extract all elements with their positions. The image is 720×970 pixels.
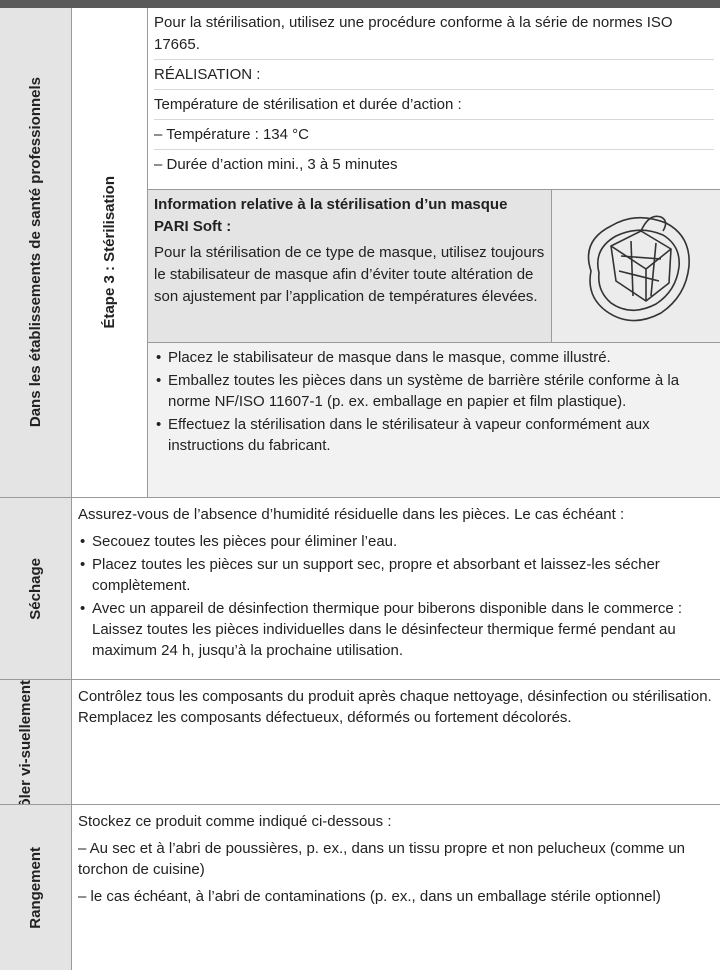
note-text: Pour la stérilisation de ce type de masq…: [154, 244, 545, 305]
bullet: Placez toutes les pièces sur un support …: [78, 554, 714, 596]
paragraph: Stockez ce produit comme indiqué ci-dess…: [78, 813, 392, 830]
paragraph: Contrôlez tous les composants du produit…: [78, 688, 712, 726]
section-content: Contrôlez tous les composants du produit…: [72, 680, 720, 804]
section: Dans les établissements de santé profess…: [0, 8, 720, 498]
section-label: Contrôler vi-suellement: [16, 680, 34, 805]
top-bar: [0, 0, 720, 8]
bullet: Placez le stabilisateur de masque dans l…: [154, 347, 714, 368]
paragraph: – Durée d’action mini., 3 à 5 minutes: [154, 156, 398, 173]
paragraph: Assurez-vous de l’absence d’humidité rés…: [78, 506, 625, 523]
bullet: Secouez toutes les pièces pour éliminer …: [78, 531, 714, 552]
section-label-cell: Rangement: [0, 805, 72, 970]
section-label-cell: Contrôler vi-suellement: [0, 680, 72, 805]
note-image-cell: [552, 190, 720, 342]
section: Séchage Assurez-vous de l’absence d’humi…: [0, 498, 720, 680]
note-text-cell: Information relative à la stérilisation …: [148, 190, 552, 342]
step-label: Étape 3 : Stérilisation: [101, 176, 118, 329]
section-label-cell: Séchage: [0, 498, 72, 679]
paragraph: – Température : 134 °C: [154, 124, 714, 150]
bullet: Avec un appareil de désinfection thermiq…: [78, 598, 714, 661]
section-content: Pour la stérilisation, utilisez une proc…: [148, 8, 720, 497]
note: Information relative à la stérilisation …: [148, 190, 720, 343]
bullet: Effectuez la stérilisation dans le stéri…: [154, 414, 714, 456]
bullet: Emballez toutes les pièces dans un systè…: [154, 370, 714, 412]
section: Contrôler vi-suellement Contrôlez tous l…: [0, 680, 720, 805]
paragraph: – le cas échéant, à l’abri de contaminat…: [78, 888, 661, 905]
section-label: Rangement: [27, 846, 44, 929]
section: Rangement Stockez ce produit comme indiq…: [0, 805, 720, 970]
paragraph: RÉALISATION :: [154, 64, 714, 90]
paragraph: Température de stérilisation et durée d’…: [154, 94, 714, 120]
paragraph: – Au sec et à l’abri de poussières, p. e…: [78, 840, 686, 878]
bullets: Placez le stabilisateur de masque dans l…: [148, 343, 720, 497]
mask-illustration: [587, 215, 690, 322]
section-content: Assurez-vous de l’absence d’humidité rés…: [72, 498, 720, 679]
step-label-cell: Étape 3 : Stérilisation: [72, 8, 148, 497]
section-label-cell: Dans les établissements de santé profess…: [0, 8, 72, 497]
section-content: Stockez ce produit comme indiqué ci-dess…: [72, 805, 720, 970]
note-title: Information relative à la stérilisation …: [154, 196, 508, 235]
section-label: Séchage: [27, 557, 44, 620]
section-label: Dans les établissements de santé profess…: [27, 77, 44, 428]
paragraphs: Pour la stérilisation, utilisez une proc…: [148, 8, 720, 190]
paragraph: Pour la stérilisation, utilisez une proc…: [154, 12, 714, 60]
